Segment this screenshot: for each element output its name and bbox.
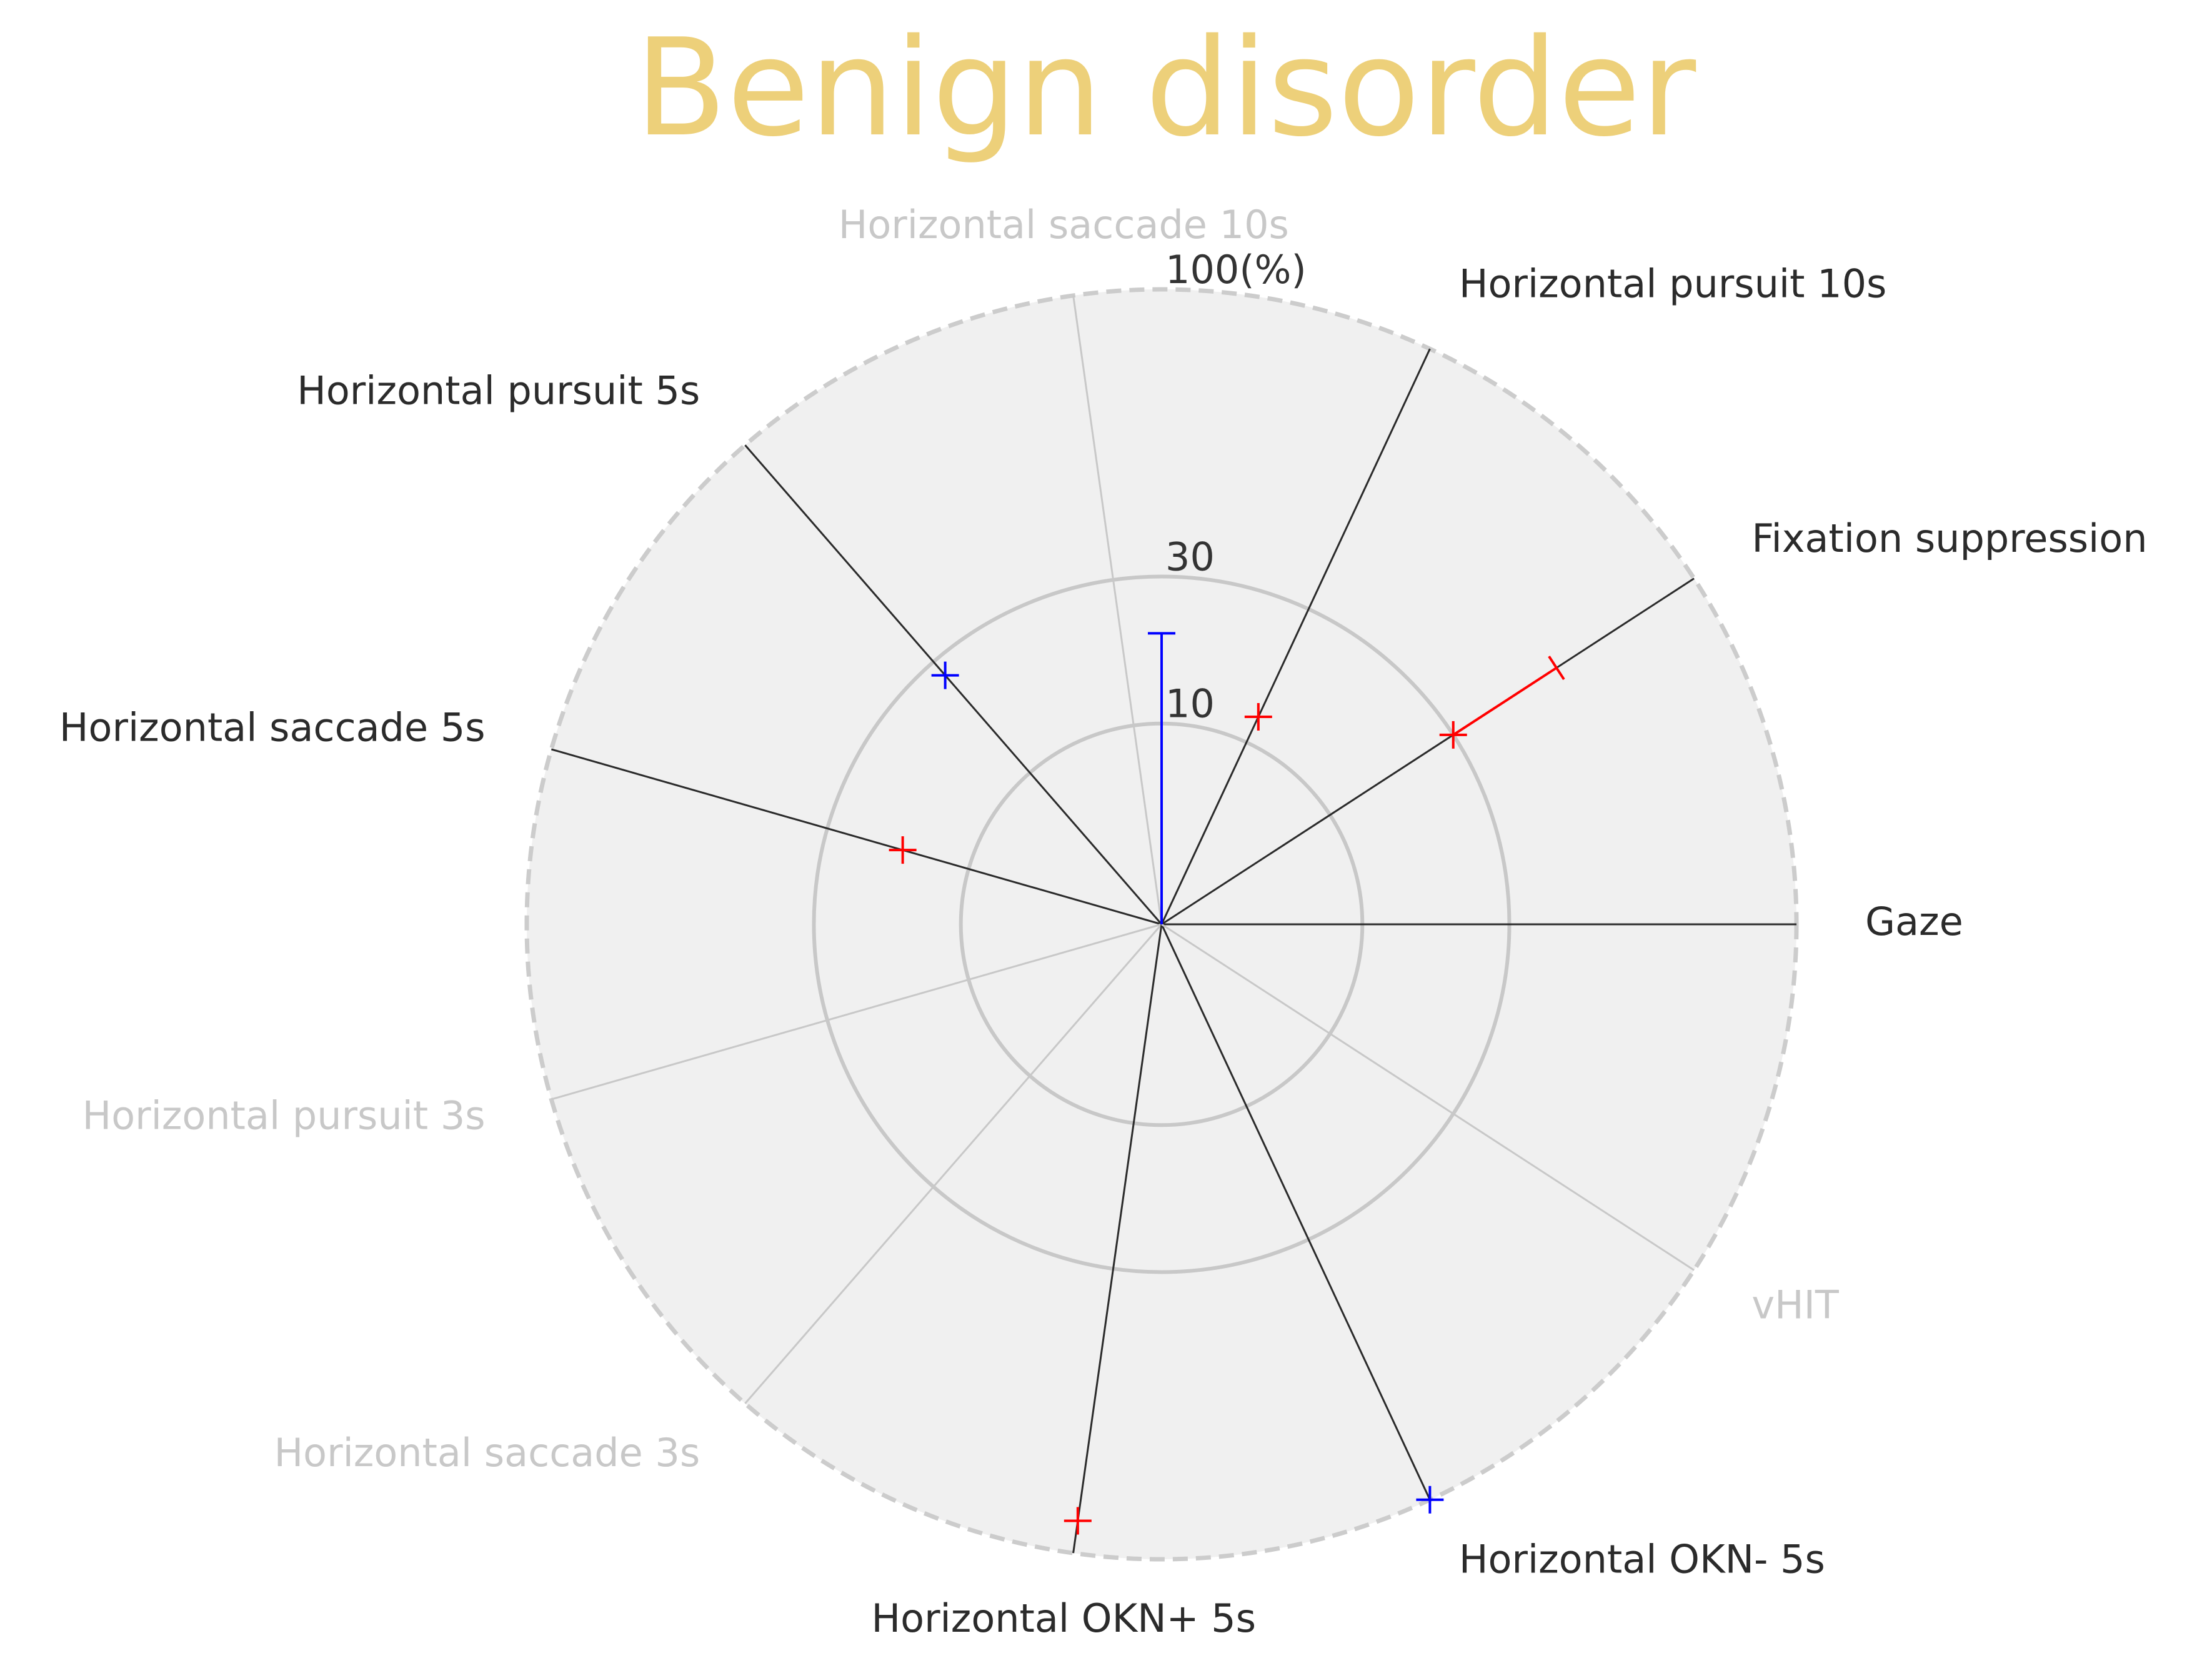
data-point <box>1148 632 1175 924</box>
axis-label: Horizontal OKN+ 5s <box>872 1596 1257 1641</box>
plot-area: Gaze Fixation suppression Horizontal pursu… <box>59 202 2148 1641</box>
error-cap <box>1548 656 1565 681</box>
axis-label: Horizontal saccade 5s <box>59 705 486 751</box>
spoke-9 <box>1160 924 1431 1501</box>
data-point <box>1439 656 1565 749</box>
spoke-7 <box>744 924 1163 1404</box>
r-tick-label: 10 <box>1165 681 1215 727</box>
axis-label: Gaze <box>1865 899 1963 944</box>
chart-title: Benign disorder <box>635 9 1696 166</box>
spoke-3 <box>1072 295 1163 925</box>
spoke-5 <box>551 748 1162 926</box>
r-tick-label: 30 <box>1165 534 1215 580</box>
data-point <box>1064 1507 1092 1535</box>
error-bar <box>1452 666 1558 736</box>
data-point <box>931 661 959 689</box>
axis-label: Horizontal pursuit 3s <box>82 1092 486 1138</box>
axis-label: Horizontal saccade 10s <box>839 202 1289 247</box>
spoke-2 <box>1160 348 1431 925</box>
spoke-10 <box>1161 923 1695 1271</box>
axis-label: Fixation suppression <box>1751 516 2147 561</box>
data-point <box>1244 702 1272 731</box>
r-tick-label: 100(%) <box>1165 247 1307 292</box>
spoke-6 <box>551 923 1162 1101</box>
axis-label: Horizontal saccade 3s <box>274 1430 700 1476</box>
data-point <box>889 836 917 864</box>
axis-label: Horizontal OKN- 5s <box>1459 1537 1825 1582</box>
data-point <box>1416 1486 1444 1514</box>
spoke-4 <box>744 444 1163 925</box>
spoke-8 <box>1072 924 1163 1554</box>
axis-label: vHIT <box>1751 1282 1840 1327</box>
axis-label: Horizontal pursuit 10s <box>1459 261 1886 307</box>
spoke-1 <box>1161 577 1695 926</box>
axis-label: Horizontal pursuit 5s <box>297 367 700 413</box>
